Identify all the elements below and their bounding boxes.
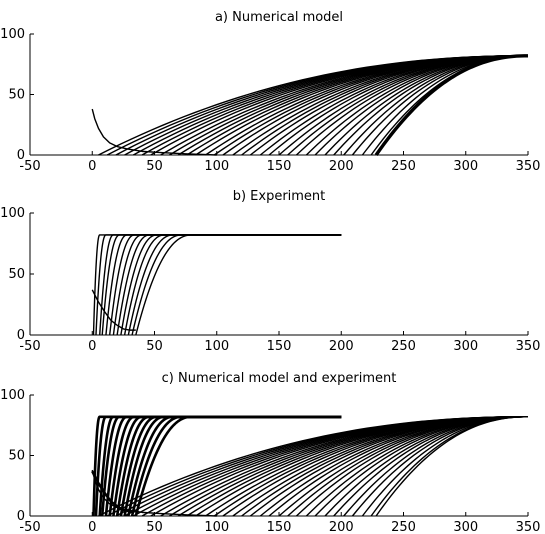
- series-lines: [91, 415, 529, 517]
- front-curve: [112, 415, 342, 517]
- front-curve: [127, 234, 342, 336]
- front-curve: [141, 55, 529, 156]
- chart-title: c) Numerical model and experiment: [162, 371, 397, 386]
- front-curve: [115, 415, 342, 517]
- chart-panel-2: b) Experiment-50 0 50 100 150 200 250 300 350050…: [0, 189, 540, 354]
- x-tick-label: 50: [146, 520, 163, 534]
- series-lines: [91, 234, 342, 336]
- front-curve: [104, 415, 342, 517]
- x-tick-label: 100: [204, 339, 229, 354]
- front-curve: [108, 234, 342, 336]
- y-tick-label: 0: [17, 148, 25, 163]
- x-tick-label: 150: [267, 339, 292, 354]
- front-series-2: [92, 415, 342, 517]
- x-tick-label: 200: [329, 520, 354, 534]
- x-tick-label: 300: [453, 159, 478, 174]
- decay-curve: [91, 108, 217, 156]
- final-front-curve: [374, 54, 529, 156]
- y-tick-label: 0: [17, 328, 25, 343]
- y-tick-label: 100: [0, 388, 25, 403]
- x-tick-label: 200: [329, 159, 354, 174]
- x-tick-label: 200: [329, 339, 354, 354]
- x-tick-label: 100: [204, 520, 229, 534]
- y-tick-label: 50: [8, 267, 25, 282]
- x-tick-label: 350: [516, 339, 541, 354]
- x-tick-label: 250: [391, 520, 416, 534]
- front-series-1: [98, 55, 529, 156]
- x-tick-label: 0: [88, 339, 96, 354]
- front-curve: [135, 234, 342, 336]
- front-curve: [98, 415, 342, 517]
- front-series-1: [92, 234, 342, 336]
- front-curve: [375, 416, 529, 517]
- front-curve: [116, 234, 342, 336]
- front-curve: [131, 234, 342, 336]
- front-curve: [101, 234, 342, 336]
- series-lines: [91, 54, 529, 156]
- chart-title: b) Experiment: [233, 189, 326, 204]
- chart-title: a) Numerical model: [215, 10, 343, 25]
- front-curve: [141, 416, 529, 517]
- y-tick-label: 50: [8, 449, 25, 464]
- x-tick-label: 300: [453, 520, 478, 534]
- y-tick-label: 0: [17, 509, 25, 524]
- decay-curve: [91, 289, 136, 331]
- x-tick-label: 350: [516, 520, 541, 534]
- front-curve: [95, 234, 342, 336]
- front-curve: [123, 415, 342, 517]
- y-tick-label: 50: [8, 88, 25, 103]
- front-curve: [123, 234, 342, 336]
- x-tick-label: 100: [204, 159, 229, 174]
- x-tick-label: 0: [88, 520, 96, 534]
- front-curve: [92, 234, 342, 336]
- front-curve: [120, 234, 342, 336]
- front-curve: [112, 234, 342, 336]
- decay-curve: [91, 470, 136, 513]
- x-tick-label: 300: [453, 339, 478, 354]
- x-tick-label: 0: [88, 159, 96, 174]
- front-curve: [105, 234, 342, 336]
- x-tick-label: -50: [19, 520, 40, 534]
- x-tick-label: 50: [146, 159, 163, 174]
- chart-panel-1: a) Numerical model-50 0 50 100 150 200 250 300 3…: [0, 10, 540, 174]
- x-tick-label: 350: [516, 159, 541, 174]
- front-curve: [119, 415, 342, 517]
- y-tick-label: 100: [0, 206, 25, 221]
- x-tick-label: -50: [19, 339, 40, 354]
- front-series-1: [98, 416, 529, 517]
- front-curve: [99, 234, 342, 336]
- x-tick-label: 50: [146, 339, 163, 354]
- x-tick-label: -50: [19, 159, 40, 174]
- front-curve: [108, 415, 342, 517]
- front-curve: [134, 415, 342, 517]
- front-curve: [92, 415, 342, 517]
- x-tick-label: 250: [391, 339, 416, 354]
- front-curve: [127, 415, 342, 517]
- front-curve: [130, 415, 342, 517]
- x-tick-label: 250: [391, 159, 416, 174]
- front-curve: [100, 415, 342, 517]
- x-tick-label: 150: [267, 159, 292, 174]
- x-tick-label: 150: [267, 520, 292, 534]
- chart-panel-3: c) Numerical model and experiment-50 0 50 1…: [0, 371, 540, 534]
- y-tick-label: 100: [0, 27, 25, 42]
